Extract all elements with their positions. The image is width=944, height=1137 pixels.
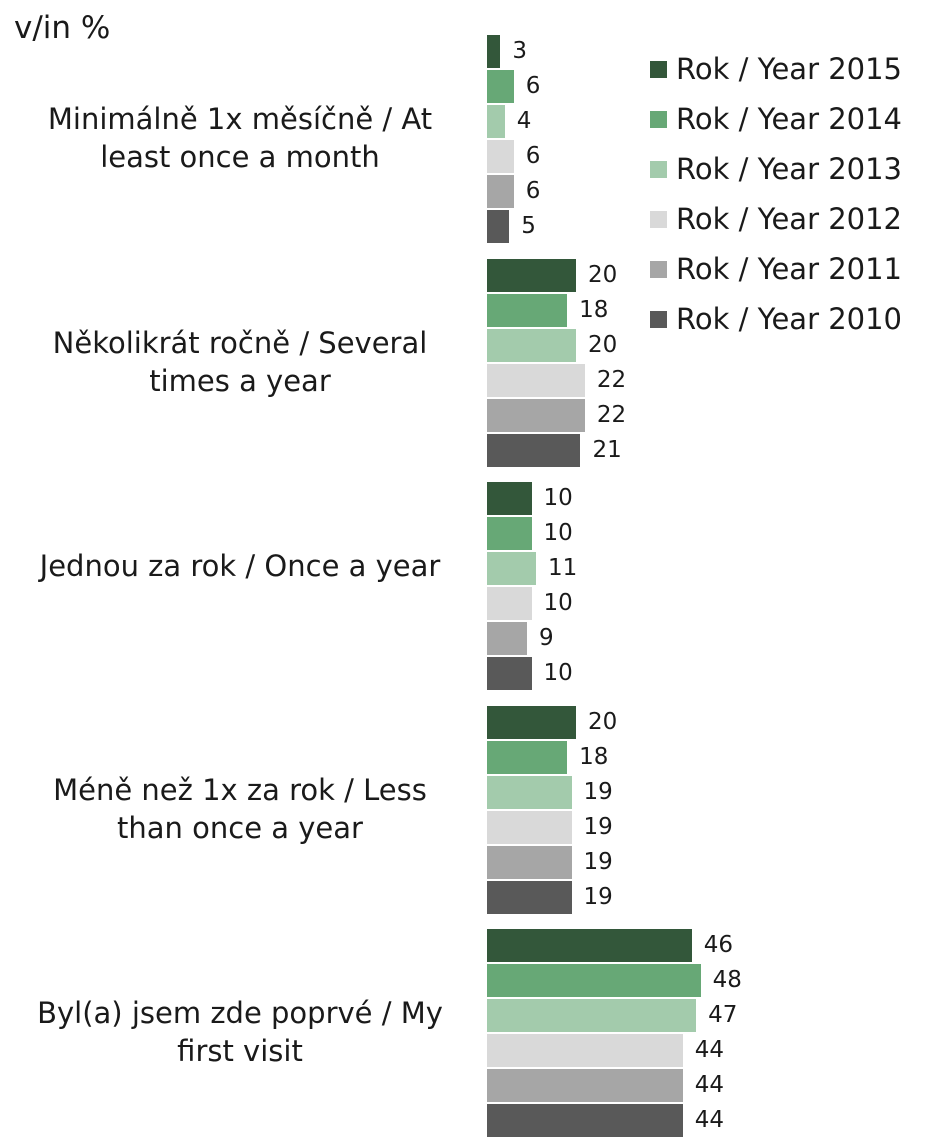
bar bbox=[487, 328, 576, 362]
value-label: 5 bbox=[521, 213, 536, 239]
bar bbox=[487, 845, 572, 879]
value-label: 11 bbox=[547, 555, 578, 581]
legend-swatch bbox=[650, 211, 667, 228]
bar bbox=[487, 482, 532, 515]
category-label: Byl(a) jsem zde poprvé / My first visit bbox=[37, 996, 443, 1068]
value-label: 21 bbox=[592, 436, 622, 463]
value-label: 18 bbox=[579, 743, 609, 770]
bar bbox=[487, 517, 532, 550]
legend-swatch bbox=[650, 111, 667, 128]
bar bbox=[487, 552, 536, 585]
bar bbox=[487, 210, 510, 243]
bar bbox=[487, 929, 692, 962]
category-label: Méně než 1x za rok / Less than once a ye… bbox=[53, 772, 427, 845]
legend-swatch bbox=[650, 261, 667, 278]
bar bbox=[487, 622, 528, 655]
chart-title: v/in % bbox=[14, 10, 111, 46]
bar bbox=[487, 35, 501, 68]
bar bbox=[487, 880, 572, 914]
bar bbox=[487, 964, 701, 997]
bar bbox=[487, 740, 568, 774]
legend-label: Rok / Year 2014 bbox=[676, 102, 903, 136]
value-label: 20 bbox=[588, 261, 618, 288]
legend-label: Rok / Year 2012 bbox=[676, 202, 903, 236]
bar bbox=[487, 70, 514, 103]
value-label: 18 bbox=[579, 296, 609, 323]
value-label: 10 bbox=[543, 660, 573, 686]
legend-label: Rok / Year 2011 bbox=[676, 252, 903, 286]
category-label: Jednou za rok / Once a year bbox=[39, 549, 441, 583]
value-label: 6 bbox=[525, 73, 541, 99]
bar bbox=[487, 140, 514, 173]
bar bbox=[487, 1069, 683, 1102]
value-label: 6 bbox=[525, 178, 541, 204]
bar bbox=[487, 1034, 683, 1067]
value-label: 44 bbox=[694, 1107, 725, 1133]
legend-label: Rok / Year 2015 bbox=[676, 52, 903, 86]
value-label: 10 bbox=[543, 485, 573, 511]
bar bbox=[487, 587, 532, 620]
value-label: 20 bbox=[588, 708, 618, 735]
value-label: 47 bbox=[708, 1002, 738, 1028]
bar bbox=[487, 810, 572, 844]
bar bbox=[487, 175, 514, 208]
bar bbox=[487, 258, 576, 292]
bar bbox=[487, 398, 585, 432]
legend-swatch bbox=[650, 61, 667, 78]
value-label: 19 bbox=[583, 813, 613, 840]
value-label: 10 bbox=[543, 590, 573, 616]
value-label: 9 bbox=[539, 625, 554, 651]
bar bbox=[487, 433, 581, 467]
value-label: 20 bbox=[588, 331, 618, 358]
bar bbox=[487, 1104, 683, 1137]
value-label: 22 bbox=[596, 366, 627, 393]
bar bbox=[487, 999, 697, 1032]
bar bbox=[487, 293, 568, 327]
bar bbox=[487, 705, 576, 739]
value-label: 44 bbox=[694, 1072, 725, 1098]
legend-label: Rok / Year 2013 bbox=[676, 152, 903, 186]
value-label: 48 bbox=[712, 967, 742, 993]
value-label: 19 bbox=[583, 883, 613, 910]
bar bbox=[487, 657, 532, 690]
legend-swatch bbox=[650, 311, 667, 328]
value-label: 22 bbox=[596, 401, 627, 428]
value-label: 46 bbox=[703, 932, 733, 958]
bar bbox=[487, 775, 572, 809]
value-label: 19 bbox=[583, 848, 613, 875]
bar bbox=[487, 363, 585, 397]
legend-label: Rok / Year 2010 bbox=[676, 302, 903, 336]
value-label: 3 bbox=[512, 38, 527, 64]
value-label: 10 bbox=[543, 520, 573, 546]
value-label: 6 bbox=[525, 143, 541, 169]
category-label: Několikrát ročně / Several times a year bbox=[52, 325, 428, 398]
legend-swatch bbox=[650, 161, 667, 178]
value-label: 44 bbox=[694, 1037, 725, 1063]
bar bbox=[487, 105, 505, 138]
value-label: 19 bbox=[583, 778, 613, 805]
category-label: Minimálně 1x měsíčně / At least once a m… bbox=[47, 102, 433, 174]
value-label: 4 bbox=[516, 108, 532, 134]
